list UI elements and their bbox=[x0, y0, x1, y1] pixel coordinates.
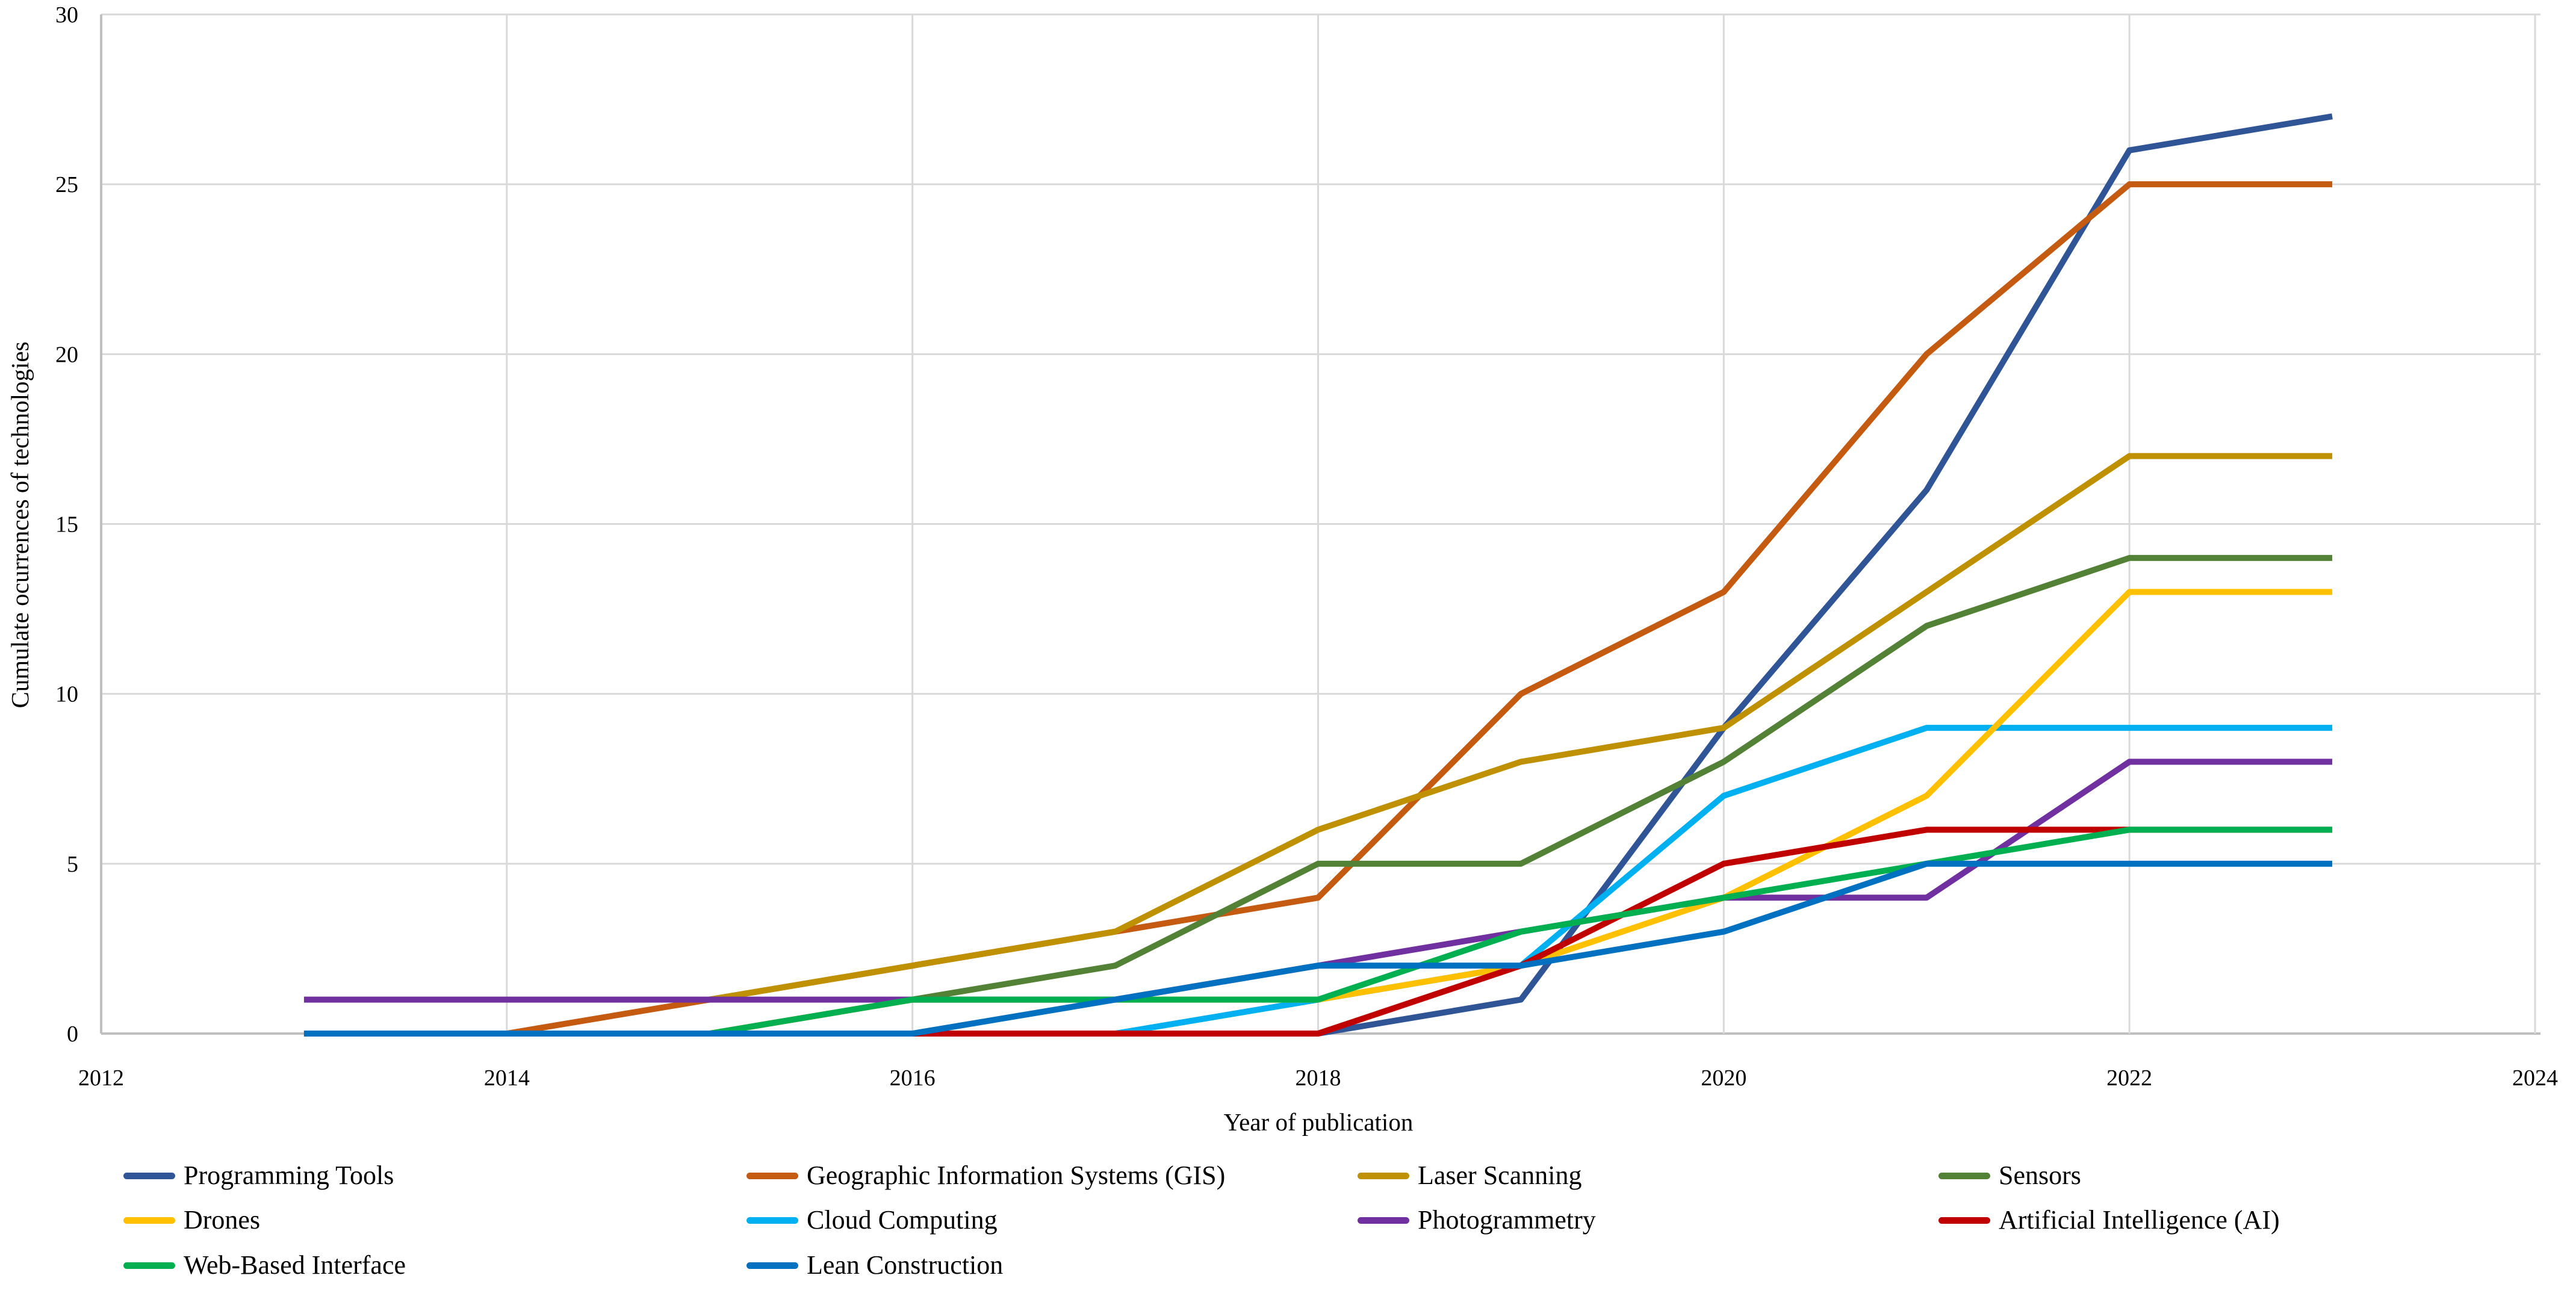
y-tick-0: 0 bbox=[67, 1022, 78, 1047]
x-tick-2022: 2022 bbox=[2106, 1065, 2152, 1091]
series-line-sensors bbox=[709, 554, 2333, 1037]
data-series-lines bbox=[303, 113, 2333, 1037]
y-tick-25: 25 bbox=[55, 172, 78, 197]
y-tick-20: 20 bbox=[55, 342, 78, 367]
x-axis-tick-labels: 2012 2014 2016 2018 2020 2022 2024 bbox=[78, 1065, 2558, 1091]
x-axis-title: Year of publication bbox=[1224, 1108, 1414, 1136]
gridlines bbox=[100, 13, 2540, 1035]
x-tick-2016: 2016 bbox=[890, 1065, 936, 1091]
x-tick-2018: 2018 bbox=[1296, 1065, 1341, 1091]
y-tick-15: 15 bbox=[55, 512, 78, 538]
y-tick-5: 5 bbox=[67, 852, 78, 877]
series-line-web-based-interface bbox=[709, 826, 2333, 1037]
x-tick-2012: 2012 bbox=[78, 1065, 124, 1091]
y-tick-30: 30 bbox=[55, 2, 78, 28]
y-tick-10: 10 bbox=[55, 682, 78, 707]
series-line-lean-construction bbox=[303, 860, 2333, 1037]
series-line-geographic-information-systems-gis bbox=[506, 181, 2333, 1037]
x-tick-2024: 2024 bbox=[2512, 1065, 2558, 1091]
x-tick-2014: 2014 bbox=[484, 1065, 530, 1091]
y-axis-tick-labels: 0 5 10 15 20 25 30 bbox=[55, 2, 78, 1047]
y-axis-title: Cumulate ocurrences of technologies bbox=[6, 341, 34, 708]
series-line-laser-scanning bbox=[709, 453, 2333, 1003]
x-tick-2020: 2020 bbox=[1701, 1065, 1746, 1091]
